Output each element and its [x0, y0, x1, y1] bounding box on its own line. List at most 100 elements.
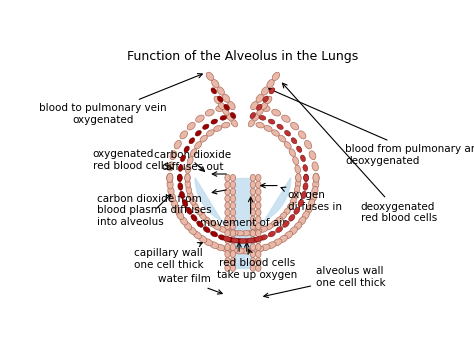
Ellipse shape: [185, 180, 191, 188]
Ellipse shape: [230, 174, 236, 181]
Ellipse shape: [260, 235, 267, 240]
Ellipse shape: [263, 96, 268, 102]
Ellipse shape: [219, 235, 226, 240]
Ellipse shape: [250, 181, 255, 188]
Ellipse shape: [282, 115, 290, 122]
Ellipse shape: [222, 246, 231, 252]
Ellipse shape: [270, 220, 278, 227]
Text: blood to pulmonary vein
oxygenated: blood to pulmonary vein oxygenated: [39, 73, 202, 125]
Ellipse shape: [167, 173, 173, 183]
Ellipse shape: [199, 235, 207, 242]
Ellipse shape: [228, 247, 237, 253]
Ellipse shape: [312, 162, 319, 171]
Ellipse shape: [261, 105, 270, 112]
Ellipse shape: [236, 231, 244, 236]
Ellipse shape: [230, 181, 236, 188]
Ellipse shape: [225, 251, 230, 258]
Ellipse shape: [284, 231, 292, 239]
Ellipse shape: [248, 119, 255, 127]
Ellipse shape: [231, 238, 239, 243]
Ellipse shape: [255, 174, 261, 181]
Ellipse shape: [187, 122, 195, 130]
Ellipse shape: [280, 212, 287, 220]
Ellipse shape: [195, 130, 201, 136]
Ellipse shape: [253, 114, 259, 121]
Ellipse shape: [230, 209, 236, 216]
Ellipse shape: [255, 195, 261, 202]
Ellipse shape: [287, 203, 293, 210]
Ellipse shape: [267, 80, 274, 88]
Ellipse shape: [187, 157, 193, 165]
Ellipse shape: [222, 108, 229, 115]
Ellipse shape: [255, 258, 261, 265]
Ellipse shape: [230, 237, 236, 244]
Ellipse shape: [218, 96, 223, 102]
Ellipse shape: [275, 217, 283, 223]
Ellipse shape: [250, 113, 255, 119]
Ellipse shape: [167, 180, 173, 189]
Ellipse shape: [313, 173, 319, 183]
Ellipse shape: [188, 191, 193, 200]
Ellipse shape: [294, 186, 300, 194]
Ellipse shape: [184, 222, 191, 230]
Ellipse shape: [204, 239, 212, 246]
Ellipse shape: [242, 231, 250, 236]
Ellipse shape: [251, 101, 258, 110]
Ellipse shape: [214, 96, 220, 104]
Ellipse shape: [242, 248, 251, 254]
Ellipse shape: [217, 87, 224, 95]
Ellipse shape: [256, 94, 264, 102]
Ellipse shape: [297, 146, 302, 152]
Ellipse shape: [225, 216, 230, 223]
Ellipse shape: [208, 220, 216, 227]
Ellipse shape: [248, 247, 257, 253]
Ellipse shape: [312, 186, 318, 196]
Ellipse shape: [225, 174, 230, 181]
Ellipse shape: [272, 130, 279, 136]
Ellipse shape: [294, 222, 302, 230]
Ellipse shape: [190, 197, 196, 205]
Ellipse shape: [302, 211, 309, 220]
Ellipse shape: [301, 191, 306, 199]
Ellipse shape: [213, 224, 221, 230]
Ellipse shape: [223, 236, 231, 242]
Ellipse shape: [220, 115, 227, 120]
Ellipse shape: [174, 140, 182, 149]
Ellipse shape: [225, 188, 230, 195]
Ellipse shape: [250, 251, 255, 258]
Ellipse shape: [231, 119, 237, 127]
Ellipse shape: [298, 131, 306, 139]
Ellipse shape: [255, 216, 261, 223]
Ellipse shape: [167, 173, 173, 183]
Ellipse shape: [186, 186, 191, 194]
Ellipse shape: [219, 226, 227, 232]
Ellipse shape: [256, 122, 264, 128]
Ellipse shape: [255, 237, 261, 244]
Ellipse shape: [272, 72, 280, 81]
Ellipse shape: [216, 244, 225, 251]
Ellipse shape: [250, 258, 255, 265]
Ellipse shape: [230, 230, 238, 235]
Ellipse shape: [230, 265, 236, 271]
Polygon shape: [235, 178, 251, 268]
Ellipse shape: [193, 231, 201, 239]
Ellipse shape: [178, 165, 183, 171]
Ellipse shape: [230, 113, 236, 119]
Ellipse shape: [214, 125, 222, 132]
Ellipse shape: [188, 227, 196, 235]
Ellipse shape: [224, 228, 232, 234]
Ellipse shape: [294, 207, 300, 214]
Ellipse shape: [227, 114, 233, 121]
Ellipse shape: [225, 244, 230, 251]
Ellipse shape: [186, 207, 192, 214]
Ellipse shape: [225, 202, 230, 209]
Ellipse shape: [264, 125, 272, 132]
Ellipse shape: [250, 265, 255, 271]
Ellipse shape: [276, 226, 283, 233]
Ellipse shape: [296, 174, 301, 182]
Ellipse shape: [255, 188, 261, 195]
Text: alveolus wall
one cell thick: alveolus wall one cell thick: [264, 267, 386, 298]
Ellipse shape: [289, 215, 295, 221]
Ellipse shape: [207, 130, 214, 136]
Ellipse shape: [284, 208, 291, 215]
